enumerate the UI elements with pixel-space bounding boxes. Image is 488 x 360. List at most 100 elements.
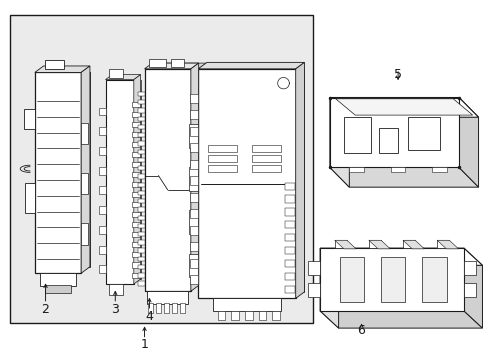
Bar — [99, 265, 105, 273]
Bar — [132, 162, 140, 167]
Bar — [138, 117, 144, 121]
Text: 3: 3 — [111, 303, 119, 316]
Polygon shape — [320, 248, 338, 328]
Polygon shape — [335, 99, 472, 115]
Bar — [272, 311, 280, 320]
Polygon shape — [198, 62, 304, 69]
Bar — [179, 303, 184, 313]
Bar — [132, 122, 140, 127]
Bar — [329, 98, 458, 167]
Bar — [138, 166, 144, 170]
Text: 5: 5 — [393, 68, 401, 81]
Bar — [189, 127, 197, 135]
Polygon shape — [368, 240, 389, 249]
Polygon shape — [329, 98, 348, 187]
Bar — [138, 158, 144, 162]
Bar — [207, 165, 237, 172]
Bar — [132, 142, 140, 147]
Text: 6: 6 — [357, 324, 365, 337]
Bar — [320, 248, 463, 311]
Bar — [81, 223, 88, 244]
Bar — [138, 149, 144, 154]
Bar — [171, 303, 176, 313]
Bar — [189, 176, 197, 185]
Bar — [138, 183, 144, 187]
Bar — [99, 167, 105, 175]
Polygon shape — [43, 72, 90, 267]
Bar — [109, 284, 123, 295]
Bar — [368, 240, 380, 248]
Bar — [138, 273, 144, 278]
Bar — [44, 60, 64, 69]
Bar — [156, 303, 161, 313]
Bar — [163, 303, 168, 313]
Bar — [138, 265, 144, 269]
Bar — [189, 143, 197, 152]
Bar — [99, 147, 105, 155]
Bar — [307, 283, 320, 297]
Bar — [390, 167, 405, 172]
Bar — [189, 226, 197, 234]
Bar — [189, 125, 198, 148]
Text: 2: 2 — [41, 303, 49, 316]
Bar — [189, 193, 197, 202]
Bar — [189, 94, 197, 103]
Bar — [431, 167, 446, 172]
Bar — [132, 262, 140, 267]
Bar — [81, 123, 88, 144]
Bar — [138, 199, 144, 203]
Bar — [132, 182, 140, 187]
Bar — [147, 291, 188, 304]
Polygon shape — [329, 167, 478, 187]
Bar — [217, 311, 225, 320]
Bar — [285, 260, 294, 267]
Bar — [40, 273, 76, 286]
Bar — [138, 92, 144, 96]
Text: 1: 1 — [141, 338, 148, 351]
Bar — [231, 311, 239, 320]
Polygon shape — [320, 248, 482, 265]
Bar — [132, 212, 140, 217]
Bar — [99, 226, 105, 234]
Bar — [285, 221, 294, 228]
Bar — [132, 102, 140, 107]
Bar — [138, 216, 144, 220]
Bar — [138, 224, 144, 228]
Bar — [149, 59, 166, 67]
Bar — [189, 259, 197, 267]
Bar — [132, 242, 140, 247]
Bar — [189, 210, 197, 218]
Text: 4: 4 — [145, 310, 153, 323]
Bar — [138, 133, 144, 137]
Bar — [171, 59, 183, 67]
Bar — [148, 303, 153, 313]
Bar — [138, 248, 144, 253]
Bar — [339, 257, 363, 302]
Bar — [285, 208, 294, 216]
Bar — [378, 128, 397, 153]
Bar — [285, 195, 294, 203]
Polygon shape — [329, 98, 478, 117]
Bar — [81, 173, 88, 194]
Bar — [138, 174, 144, 179]
Bar — [407, 117, 439, 149]
Bar — [138, 108, 144, 113]
Bar — [334, 240, 346, 248]
Bar — [251, 165, 281, 172]
Bar — [132, 252, 140, 257]
Bar — [138, 125, 144, 129]
Bar — [99, 246, 105, 253]
Bar — [132, 273, 140, 278]
Bar — [105, 80, 134, 284]
Bar — [99, 186, 105, 194]
Polygon shape — [134, 75, 141, 284]
Bar — [132, 112, 140, 117]
Bar — [463, 283, 475, 297]
Bar — [198, 69, 295, 298]
Bar — [132, 152, 140, 157]
Bar — [132, 202, 140, 207]
Polygon shape — [458, 98, 478, 187]
Bar — [99, 206, 105, 214]
Bar — [402, 240, 414, 248]
Polygon shape — [35, 66, 90, 72]
